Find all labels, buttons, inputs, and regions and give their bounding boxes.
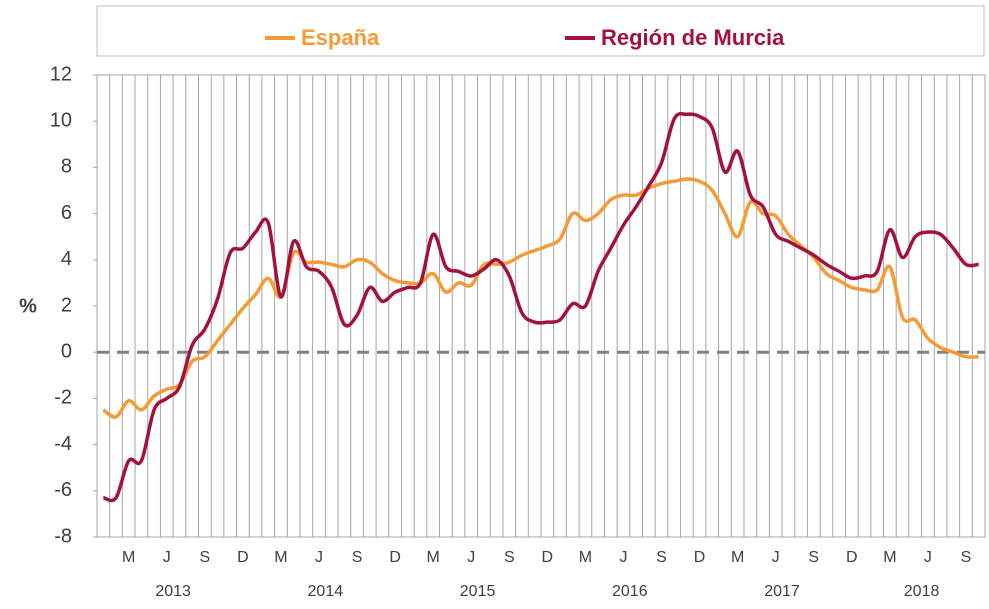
y-tick-label: -4	[54, 433, 72, 455]
x-tick-label: S	[504, 549, 515, 566]
series-line	[102, 111, 979, 503]
year-label: 2016	[612, 583, 648, 600]
year-label: 2018	[904, 583, 940, 600]
y-tick-label: 0	[61, 340, 72, 362]
x-tick-label: M	[883, 549, 896, 566]
x-tick-label: M	[579, 549, 592, 566]
x-tick-label: M	[731, 549, 744, 566]
year-label: 2014	[308, 583, 344, 600]
year-label: 2015	[460, 583, 496, 600]
year-label: 2013	[155, 583, 191, 600]
x-tick-label: M	[122, 549, 135, 566]
x-tick-label: D	[694, 549, 706, 566]
y-tick-label: 8	[61, 156, 72, 178]
x-tick-label: J	[467, 549, 475, 566]
series-line	[102, 177, 979, 419]
legend-label: Región de Murcia	[601, 25, 785, 50]
x-tick-label: J	[315, 549, 323, 566]
y-tick-label: 12	[50, 63, 72, 85]
y-tick-label: 10	[50, 109, 72, 131]
year-label: 2017	[764, 583, 800, 600]
y-tick-label: 4	[61, 248, 72, 270]
x-tick-label: M	[427, 549, 440, 566]
x-tick-label: S	[352, 549, 363, 566]
y-tick-label: 2	[61, 294, 72, 316]
y-axis-label: %	[19, 295, 37, 317]
x-tick-label: J	[163, 549, 171, 566]
x-tick-label: S	[656, 549, 667, 566]
x-tick-label: M	[274, 549, 287, 566]
y-tick-label: -6	[54, 479, 72, 501]
legend-label: España	[301, 25, 380, 50]
x-tick-label: D	[237, 549, 249, 566]
x-tick-label: D	[542, 549, 554, 566]
legend-box	[96, 5, 985, 57]
x-tick-label: S	[961, 549, 972, 566]
x-tick-label: J	[924, 549, 932, 566]
x-tick-label: J	[772, 549, 780, 566]
y-tick-label: -8	[54, 525, 72, 547]
y-tick-label: -2	[54, 387, 72, 409]
x-tick-label: D	[389, 549, 401, 566]
x-tick-label: D	[846, 549, 858, 566]
x-tick-label: S	[199, 549, 210, 566]
y-tick-label: 6	[61, 202, 72, 224]
x-tick-label: S	[808, 549, 819, 566]
x-tick-label: J	[619, 549, 627, 566]
